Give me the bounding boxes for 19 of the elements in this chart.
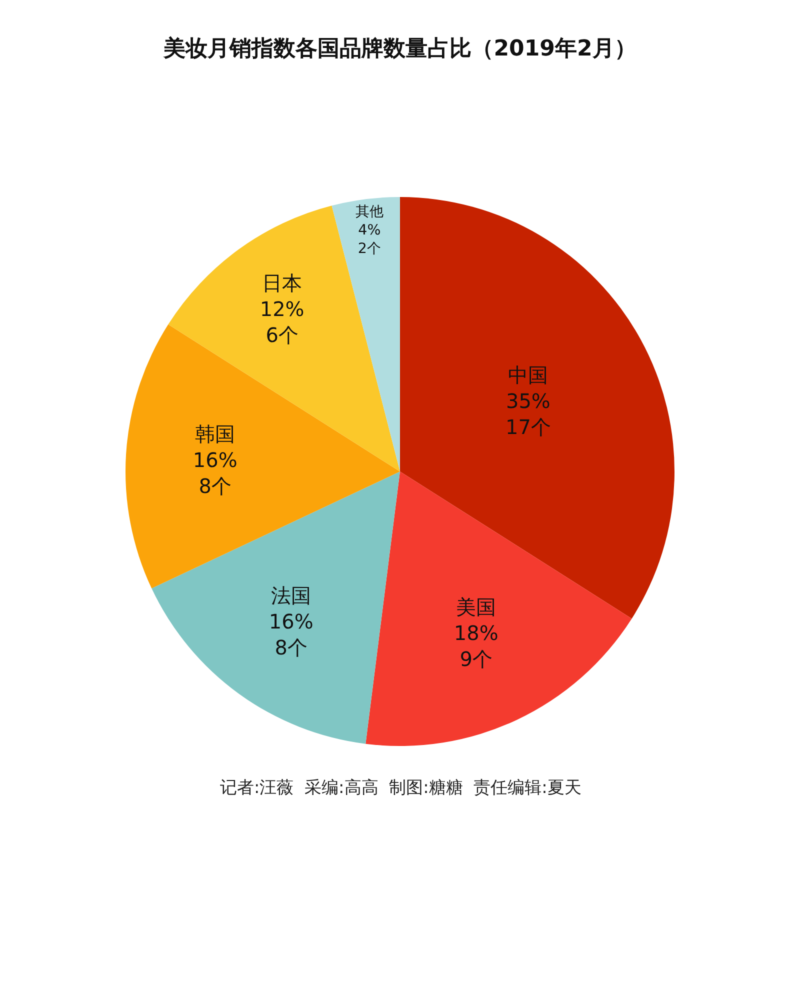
pie-slice xyxy=(366,472,632,746)
data-label: 16% 8个 xyxy=(192,448,238,498)
data-label: 16% 8个 xyxy=(268,609,314,660)
slice-label: 韩国 xyxy=(195,422,236,446)
slice-label: 日本 xyxy=(262,271,302,296)
slice-label: 中国 xyxy=(508,363,548,388)
slice-label: 美国 xyxy=(456,595,496,620)
slice-label: 其他 xyxy=(355,204,384,220)
data-label: 4% 2个 xyxy=(358,222,381,257)
data-label: 18% 9个 xyxy=(454,621,498,672)
pie-slice xyxy=(152,472,400,744)
chart-title: 美妆月销指数各国品牌数量占比（2019年2月） xyxy=(162,35,636,62)
data-label: 35% 17个 xyxy=(505,389,551,440)
slice-label: 法国 xyxy=(271,583,312,608)
pie-slice xyxy=(400,197,674,619)
text: 记者:汪薇 采编:高高 制图:糖糖 责任编辑:夏天 xyxy=(220,778,582,798)
pie-slice xyxy=(168,206,400,472)
data-label: 12% 6个 xyxy=(260,297,304,348)
pie-slice xyxy=(332,197,400,472)
